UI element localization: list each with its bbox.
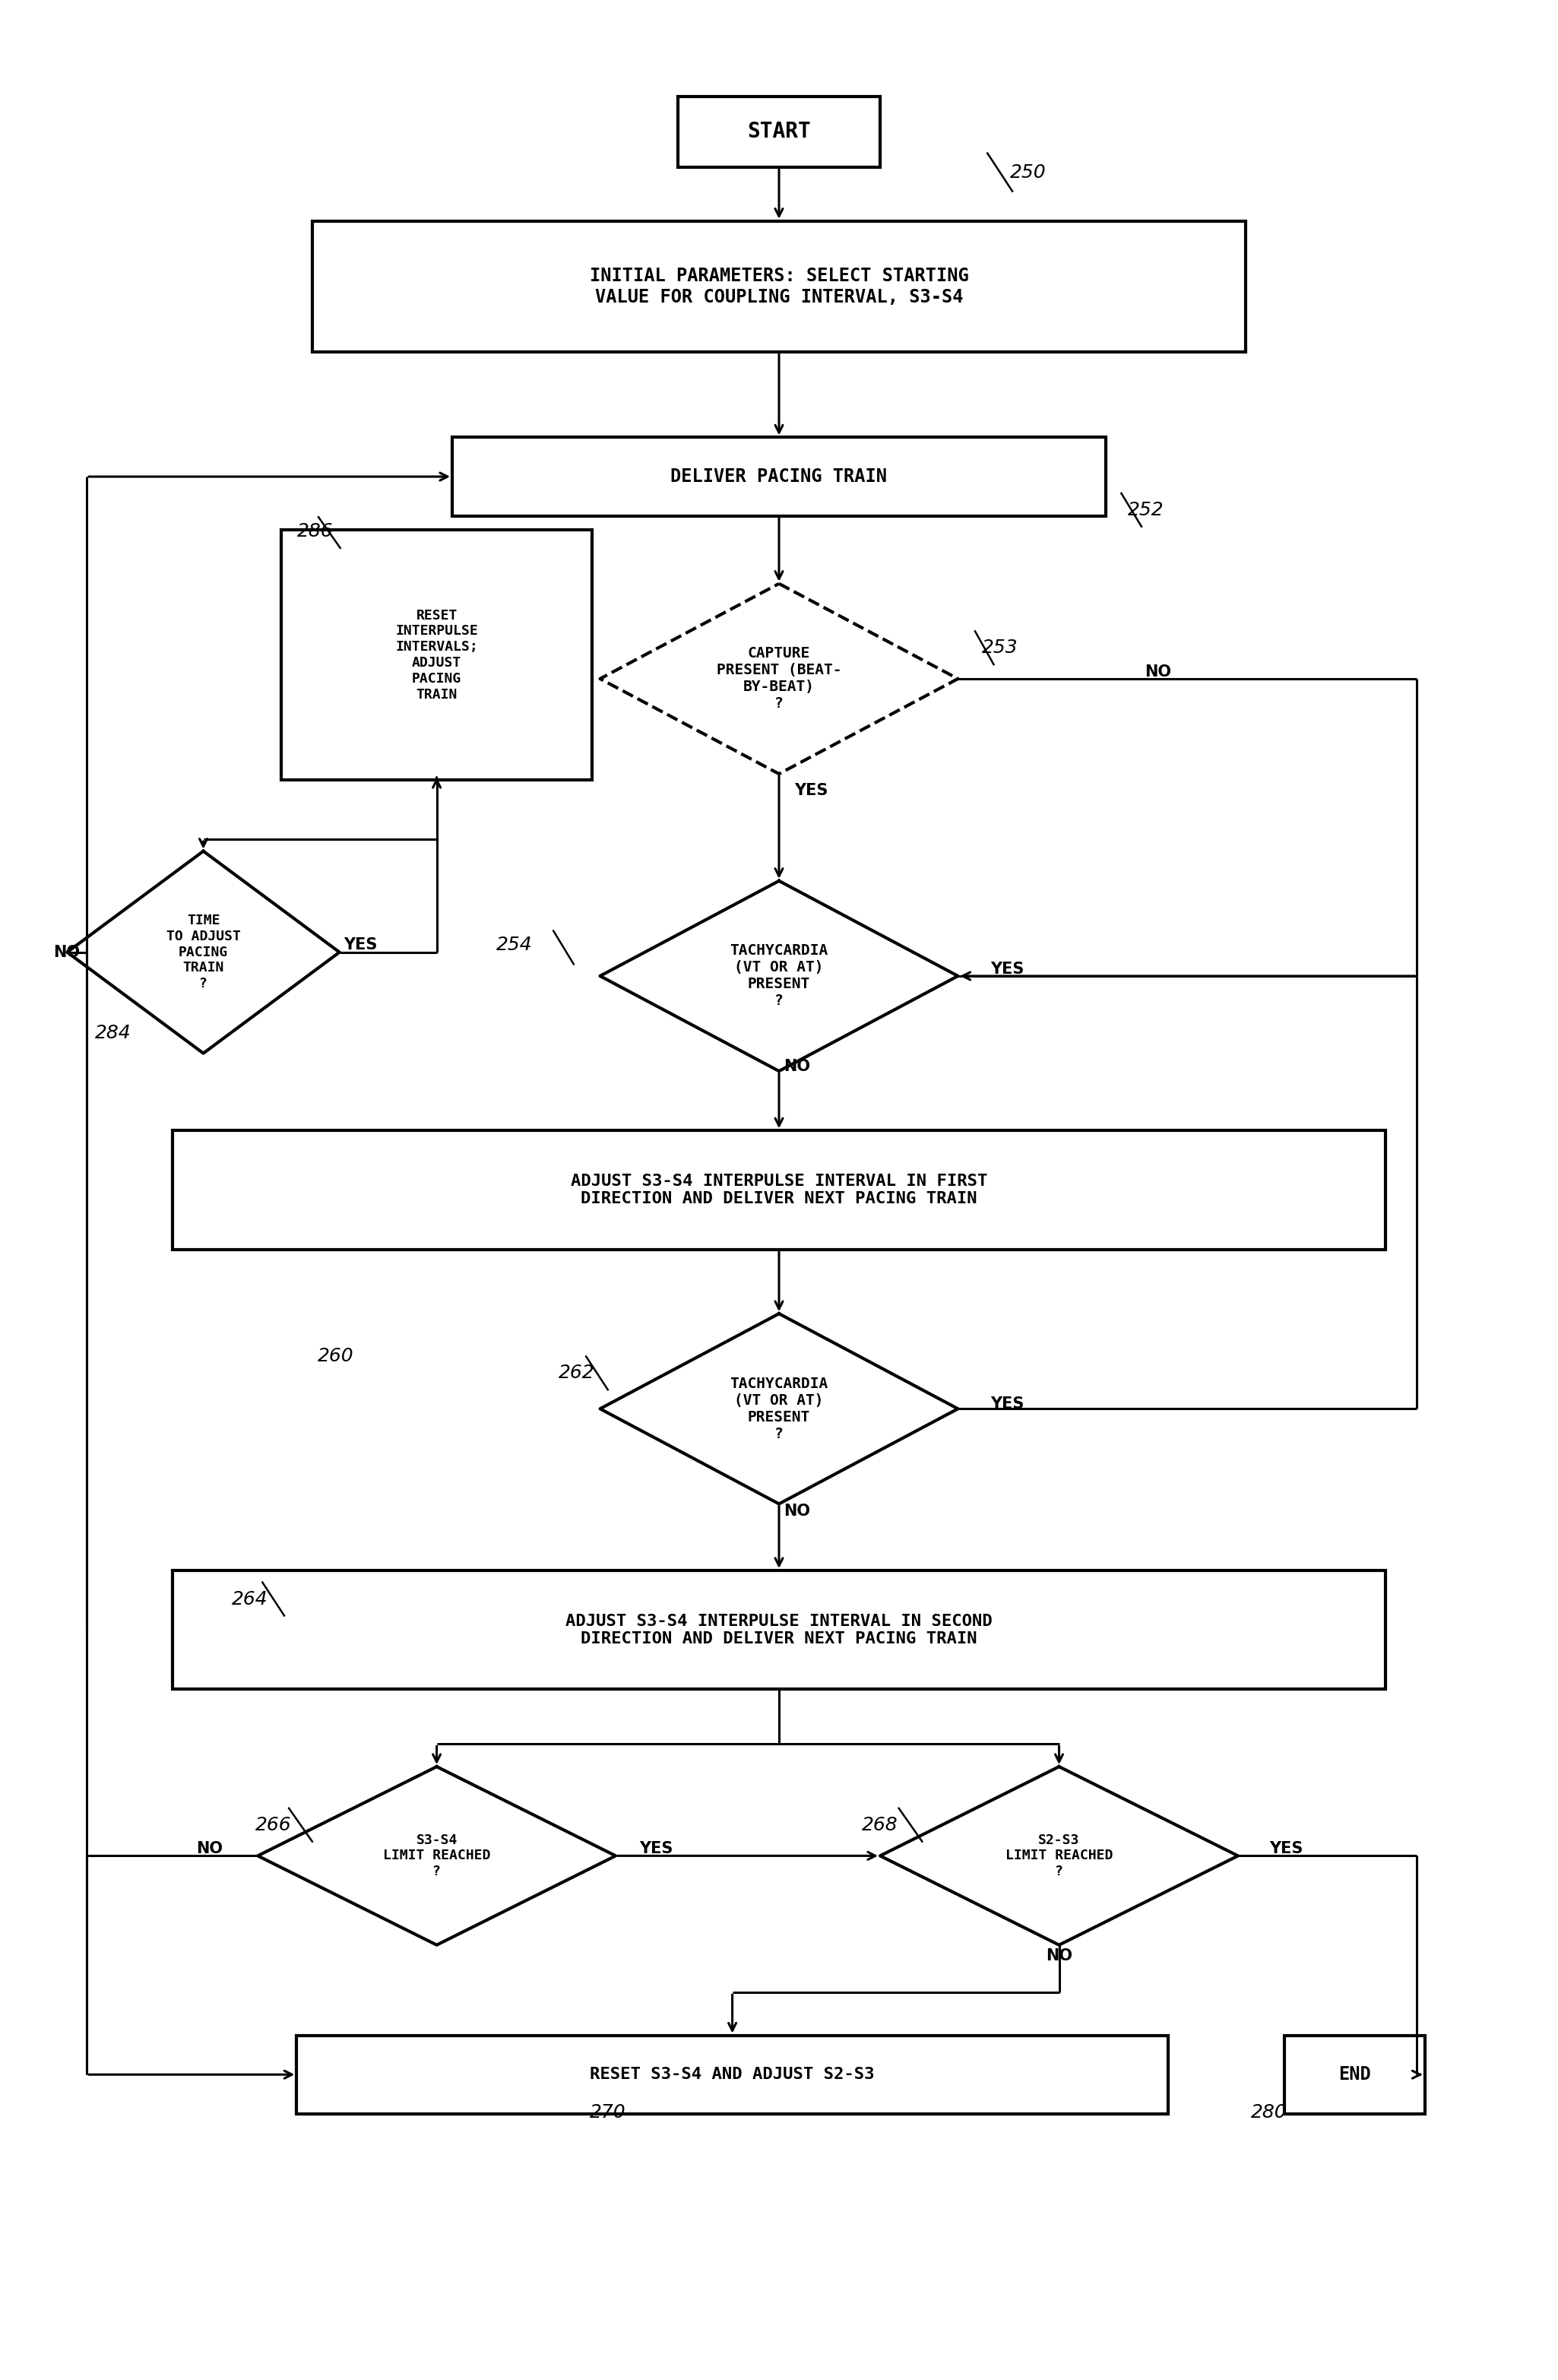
FancyBboxPatch shape [1285, 2035, 1424, 2113]
Polygon shape [67, 852, 340, 1054]
Text: S3-S4
LIMIT REACHED
?: S3-S4 LIMIT REACHED ? [383, 1833, 491, 1878]
Text: NO: NO [784, 1059, 810, 1073]
Text: S2-S3
LIMIT REACHED
?: S2-S3 LIMIT REACHED ? [1005, 1833, 1112, 1878]
Text: NO: NO [196, 1842, 223, 1856]
Polygon shape [600, 881, 958, 1071]
Text: NO: NO [1045, 1949, 1072, 1963]
Text: INITIAL PARAMETERS: SELECT STARTING
VALUE FOR COUPLING INTERVAL, S3-S4: INITIAL PARAMETERS: SELECT STARTING VALU… [589, 267, 969, 307]
Text: ADJUST S3-S4 INTERPULSE INTERVAL IN FIRST
DIRECTION AND DELIVER NEXT PACING TRAI: ADJUST S3-S4 INTERPULSE INTERVAL IN FIRS… [570, 1173, 988, 1207]
Text: START: START [748, 121, 810, 143]
Text: 253: 253 [982, 638, 1017, 657]
Text: 260: 260 [318, 1347, 354, 1366]
Polygon shape [600, 583, 958, 774]
FancyBboxPatch shape [678, 95, 880, 167]
Text: 280: 280 [1251, 2104, 1287, 2121]
Text: 270: 270 [590, 2104, 626, 2121]
Text: 254: 254 [497, 935, 533, 954]
Polygon shape [880, 1766, 1239, 1944]
Text: ADJUST S3-S4 INTERPULSE INTERVAL IN SECOND
DIRECTION AND DELIVER NEXT PACING TRA: ADJUST S3-S4 INTERPULSE INTERVAL IN SECO… [566, 1614, 992, 1647]
FancyBboxPatch shape [296, 2035, 1168, 2113]
Text: 284: 284 [95, 1023, 131, 1042]
Text: 268: 268 [862, 1816, 899, 1835]
FancyBboxPatch shape [173, 1130, 1385, 1250]
Text: YES: YES [1270, 1842, 1302, 1856]
Text: CAPTURE
PRESENT (BEAT-
BY-BEAT)
?: CAPTURE PRESENT (BEAT- BY-BEAT) ? [717, 647, 841, 712]
Text: NO: NO [1145, 664, 1172, 678]
Text: END: END [1338, 2066, 1371, 2085]
Text: YES: YES [343, 938, 377, 952]
FancyBboxPatch shape [280, 531, 592, 781]
FancyBboxPatch shape [452, 438, 1106, 516]
FancyBboxPatch shape [173, 1571, 1385, 1690]
Text: NO: NO [53, 945, 79, 959]
Text: YES: YES [991, 1397, 1024, 1411]
Polygon shape [257, 1766, 615, 1944]
Text: TACHYCARDIA
(VT OR AT)
PRESENT
?: TACHYCARDIA (VT OR AT) PRESENT ? [729, 945, 829, 1009]
Text: RESET S3-S4 AND ADJUST S2-S3: RESET S3-S4 AND ADJUST S2-S3 [590, 2066, 874, 2082]
Text: YES: YES [991, 962, 1024, 976]
Text: 250: 250 [1010, 164, 1045, 181]
Text: YES: YES [795, 783, 829, 797]
Text: 252: 252 [1128, 500, 1164, 519]
Text: DELIVER PACING TRAIN: DELIVER PACING TRAIN [670, 466, 888, 486]
Text: 286: 286 [298, 521, 333, 540]
Text: 266: 266 [256, 1816, 291, 1835]
Text: NO: NO [784, 1504, 810, 1518]
Text: YES: YES [639, 1842, 673, 1856]
Text: RESET
INTERPULSE
INTERVALS;
ADJUST
PACING
TRAIN: RESET INTERPULSE INTERVALS; ADJUST PACIN… [396, 609, 478, 702]
Polygon shape [600, 1314, 958, 1504]
FancyBboxPatch shape [312, 221, 1246, 352]
Text: 262: 262 [559, 1364, 595, 1383]
Text: TIME
TO ADJUST
PACING
TRAIN
?: TIME TO ADJUST PACING TRAIN ? [167, 914, 240, 990]
Text: TACHYCARDIA
(VT OR AT)
PRESENT
?: TACHYCARDIA (VT OR AT) PRESENT ? [729, 1376, 829, 1440]
Text: 264: 264 [232, 1590, 268, 1609]
